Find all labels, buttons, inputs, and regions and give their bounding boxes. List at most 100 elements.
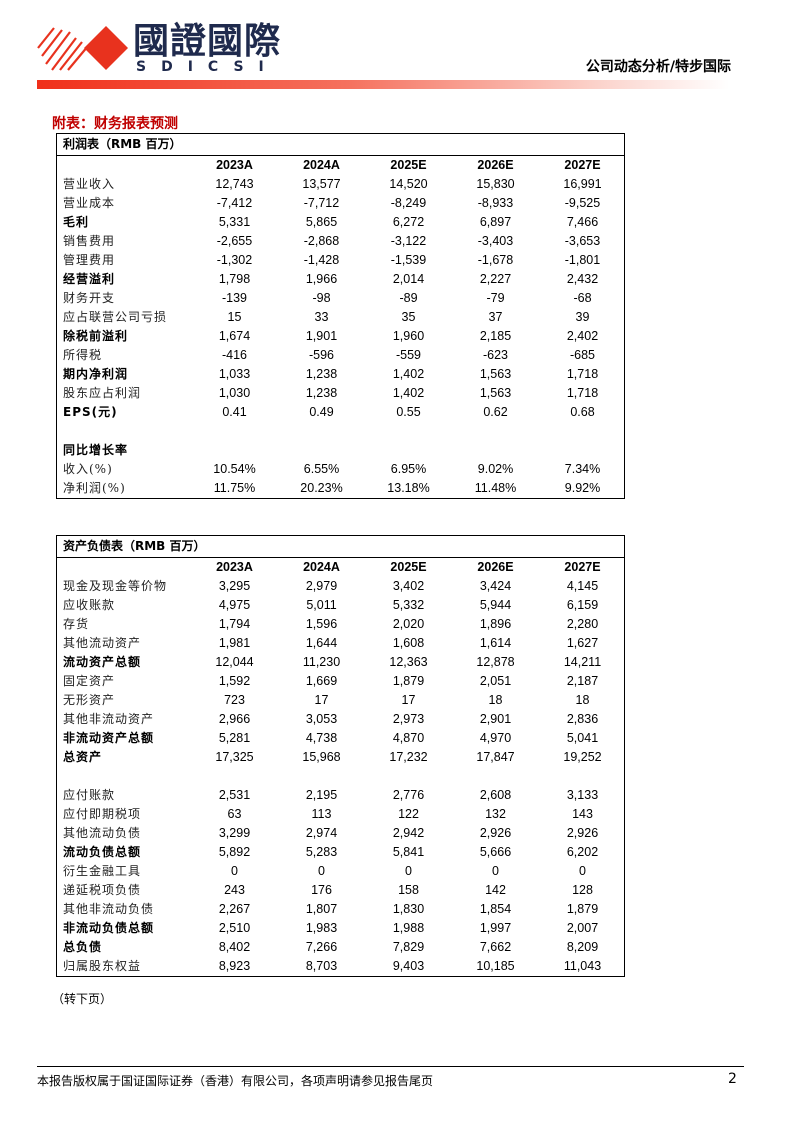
cell-value: 2,966 bbox=[218, 712, 251, 726]
row-label: 现金及现金等价物 bbox=[63, 579, 168, 593]
cell-value: 2,973 bbox=[392, 712, 425, 726]
cell-value: 33 bbox=[314, 310, 329, 324]
cell-value: -3,122 bbox=[390, 234, 427, 248]
cell-value: 1,901 bbox=[305, 329, 338, 343]
table-row: 净利润(%) 11.75% 20.23% 13.18% 11.48% 9.92% bbox=[57, 479, 626, 498]
table-row: 其他流动资产 1,981 1,644 1,608 1,614 1,627 bbox=[57, 634, 626, 653]
report-type: 公司动态分析/特步国际 bbox=[585, 59, 731, 75]
cell-value: -559 bbox=[395, 348, 422, 362]
cell-value: 1,674 bbox=[218, 329, 251, 343]
cell-value: 1,596 bbox=[305, 617, 338, 631]
cell-value: 2,007 bbox=[566, 921, 599, 935]
cell-value bbox=[539, 441, 626, 460]
table-row: 其他非流动资产 2,966 3,053 2,973 2,901 2,836 bbox=[57, 710, 626, 729]
table-row: 销售费用 -2,655 -2,868 -3,122 -3,403 -3,653 bbox=[57, 232, 626, 251]
header-gradient-bar bbox=[37, 80, 729, 89]
cell-value: 14,211 bbox=[563, 655, 602, 669]
cell-value: 35 bbox=[401, 310, 416, 324]
logo-mark-icon bbox=[37, 26, 128, 71]
cell-value: 13,577 bbox=[302, 177, 341, 191]
cell-value: 1,563 bbox=[479, 367, 512, 381]
row-label: 净利润(%) bbox=[63, 481, 126, 495]
cell-value: 2,776 bbox=[392, 788, 425, 802]
cell-value: 11.48% bbox=[474, 481, 517, 495]
cell-value: 18 bbox=[575, 693, 590, 707]
table-row: 其他非流动负债 2,267 1,807 1,830 1,854 1,879 bbox=[57, 900, 626, 919]
table-row bbox=[57, 422, 626, 441]
row-label: 管理费用 bbox=[63, 253, 116, 267]
row-label bbox=[57, 767, 191, 786]
cell-value: 2,531 bbox=[218, 788, 251, 802]
cell-value: 1,614 bbox=[479, 636, 512, 650]
column-header: 2026E bbox=[477, 158, 514, 172]
row-label: 同比增长率 bbox=[63, 443, 129, 457]
cell-value: -7,712 bbox=[303, 196, 340, 210]
column-header: 2026E bbox=[477, 560, 514, 574]
cell-value: 5,944 bbox=[479, 598, 512, 612]
row-label: 递延税项负债 bbox=[63, 883, 142, 897]
cell-value: -9,525 bbox=[564, 196, 601, 210]
table-row: 除税前溢利 1,674 1,901 1,960 2,185 2,402 bbox=[57, 327, 626, 346]
cell-value bbox=[539, 767, 626, 786]
cell-value: 1,030 bbox=[218, 386, 251, 400]
table-header-row: 2023A 2024A 2025E 2026E 2027E bbox=[57, 558, 626, 577]
cell-value: 10.54% bbox=[213, 462, 256, 476]
cell-value: -2,655 bbox=[216, 234, 253, 248]
cell-value: 16,991 bbox=[563, 177, 602, 191]
cell-value bbox=[452, 422, 539, 441]
cell-value bbox=[452, 441, 539, 460]
table-row: 非流动资产总额 5,281 4,738 4,870 4,970 5,041 bbox=[57, 729, 626, 748]
balance-sheet-table: 资产负债表（RMB 百万） 2023A 2024A 2025E 2026E 2027E 现… bbox=[56, 535, 625, 977]
cell-value: 1,997 bbox=[479, 921, 512, 935]
cell-value: 7,662 bbox=[479, 940, 512, 954]
cell-value: 15,830 bbox=[476, 177, 515, 191]
cell-value: 0 bbox=[405, 864, 412, 878]
cell-value: 2,901 bbox=[479, 712, 512, 726]
cell-value: 6,897 bbox=[479, 215, 512, 229]
cell-value: 2,014 bbox=[392, 272, 425, 286]
table-row: EPS(元) 0.41 0.49 0.55 0.62 0.68 bbox=[57, 403, 626, 422]
table-row: 其他流动负债 3,299 2,974 2,942 2,926 2,926 bbox=[57, 824, 626, 843]
cell-value: 6,202 bbox=[566, 845, 599, 859]
cell-value bbox=[191, 767, 278, 786]
cell-value: 18 bbox=[488, 693, 503, 707]
row-label: 收入(%) bbox=[63, 462, 113, 476]
cell-value: 0 bbox=[579, 864, 586, 878]
income-statement-table: 利润表（RMB 百万） 2023A 2024A 2025E 2026E 2027E 营业收… bbox=[56, 133, 625, 499]
table-title: 资产负债表（RMB 百万） bbox=[57, 536, 624, 558]
cell-value: 0 bbox=[492, 864, 499, 878]
cell-value: 7,829 bbox=[392, 940, 425, 954]
cell-value: 8,923 bbox=[218, 959, 251, 973]
cell-value: 2,979 bbox=[305, 579, 338, 593]
section-title: 附表：财务报表预测 bbox=[52, 116, 178, 132]
cell-value: -139 bbox=[221, 291, 248, 305]
cell-value: 8,209 bbox=[566, 940, 599, 954]
table-row: 应收账款 4,975 5,011 5,332 5,944 6,159 bbox=[57, 596, 626, 615]
cell-value: 8,402 bbox=[218, 940, 251, 954]
column-header: 2024A bbox=[303, 158, 340, 172]
table-row: 存货 1,794 1,596 2,020 1,896 2,280 bbox=[57, 615, 626, 634]
table-row: 期内净利润 1,033 1,238 1,402 1,563 1,718 bbox=[57, 365, 626, 384]
cell-value: 0.62 bbox=[483, 405, 508, 419]
cell-value: 17,232 bbox=[389, 750, 428, 764]
cell-value: 2,974 bbox=[305, 826, 338, 840]
row-label: EPS(元) bbox=[63, 405, 118, 419]
cell-value: 2,280 bbox=[566, 617, 599, 631]
row-label: 非流动负债总额 bbox=[63, 921, 155, 935]
row-label: 经营溢利 bbox=[63, 272, 116, 286]
table-row: 固定资产 1,592 1,669 1,879 2,051 2,187 bbox=[57, 672, 626, 691]
cell-value: -685 bbox=[569, 348, 596, 362]
cell-value: 4,870 bbox=[392, 731, 425, 745]
table-row: 流动资产总额 12,044 11,230 12,363 12,878 14,211 bbox=[57, 653, 626, 672]
cell-value: 37 bbox=[488, 310, 503, 324]
row-label: 归属股东权益 bbox=[63, 959, 142, 973]
header-spacer bbox=[57, 558, 191, 577]
cell-value: 15 bbox=[227, 310, 242, 324]
cell-value bbox=[191, 441, 278, 460]
cell-value: 128 bbox=[572, 883, 593, 897]
row-label: 存货 bbox=[63, 617, 90, 631]
cell-value: -79 bbox=[486, 291, 505, 305]
table-row: 财务开支 -139 -98 -89 -79 -68 bbox=[57, 289, 626, 308]
cell-value bbox=[278, 441, 365, 460]
cell-value bbox=[365, 767, 452, 786]
